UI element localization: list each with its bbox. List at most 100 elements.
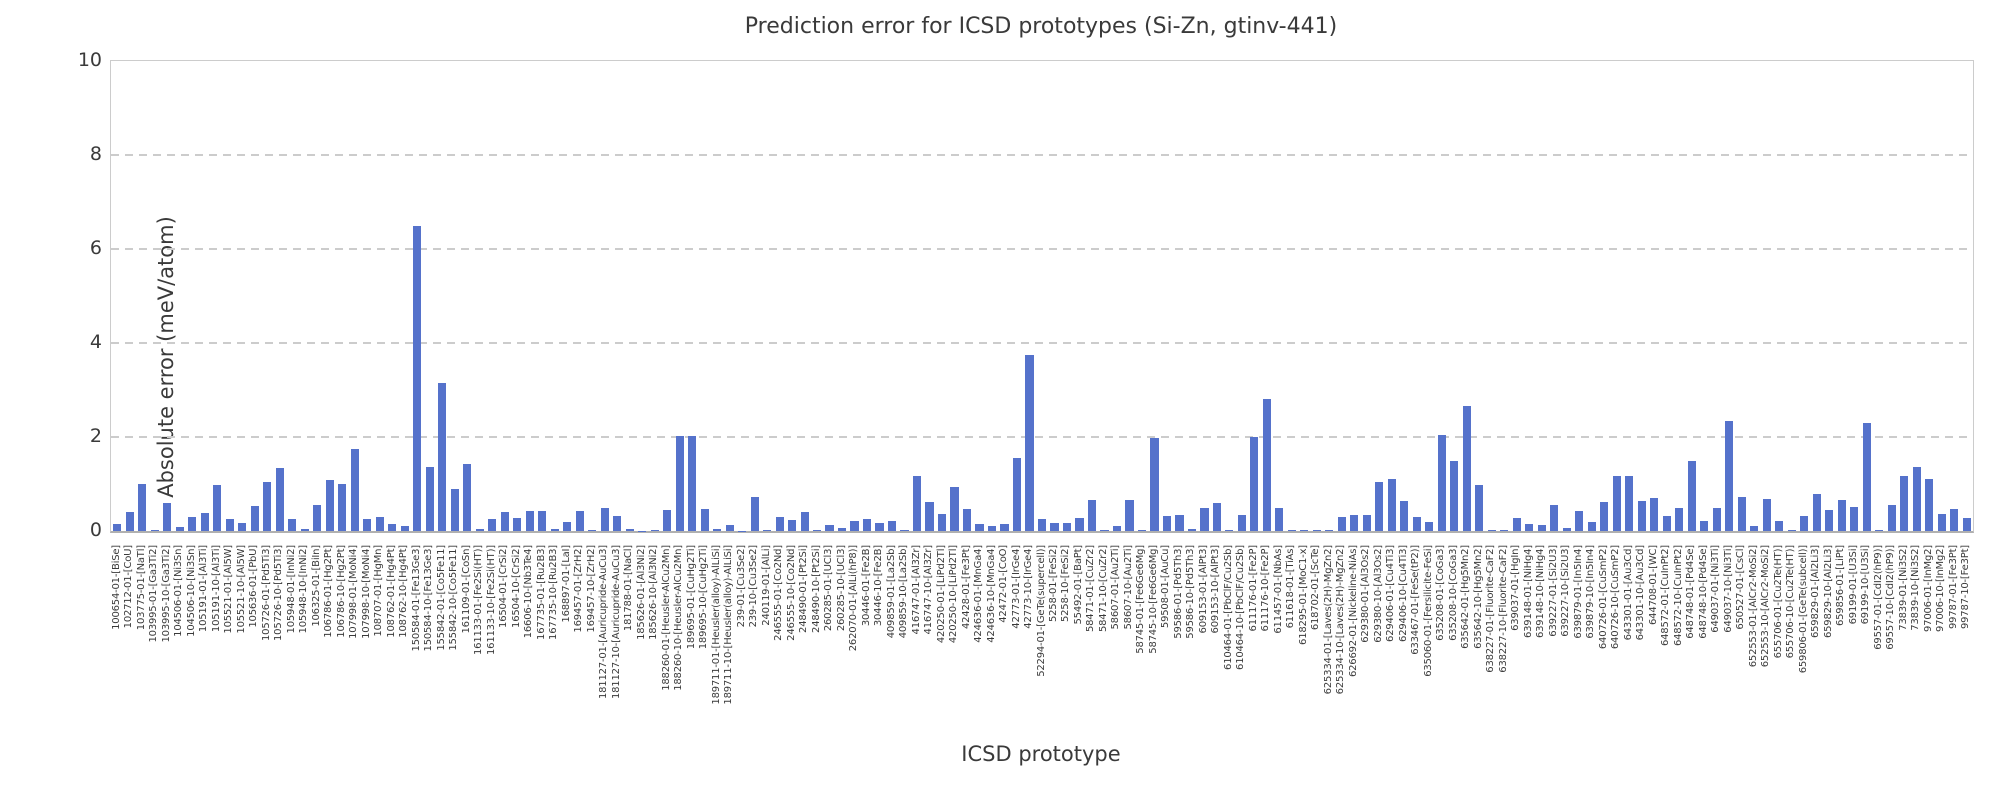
x-tick-label: 105948-10-[InNi2] bbox=[298, 538, 309, 633]
bar bbox=[1387, 479, 1396, 531]
bar bbox=[188, 516, 197, 531]
bar bbox=[1300, 529, 1309, 531]
bar bbox=[1587, 521, 1596, 531]
x-tick-label-text: 181788-01-[NaCl] bbox=[623, 545, 635, 632]
x-tick-label-text: 648748-10-[Pd4Se] bbox=[1697, 545, 1709, 639]
x-tick-label-text: 103995-01-[Ga3Ti2] bbox=[148, 545, 160, 643]
bar bbox=[113, 523, 122, 531]
x-tick-label-text: 58745-01-[Fe6Ge6Mg] bbox=[1135, 545, 1147, 654]
bar bbox=[1000, 523, 1009, 531]
gridline-y-8 bbox=[111, 154, 1973, 156]
x-tick-label: 610464-10-[PbClF/Cu2Sb] bbox=[1235, 538, 1246, 670]
x-tick-label: 16504-10-[CrSi2] bbox=[511, 538, 522, 628]
x-tick-label: 189695-01-[CuHg2Ti] bbox=[686, 538, 697, 649]
x-tick-label-text: 105948-10-[InNi2] bbox=[298, 545, 310, 634]
x-tick-label-text: 611618-01-[TiAs] bbox=[1285, 545, 1297, 629]
bar bbox=[850, 521, 859, 531]
x-tick-label: 150584-01-[Fe13Ge3] bbox=[411, 538, 422, 651]
x-tick-label-text: 105191-01-[Al3Ti] bbox=[198, 545, 210, 633]
x-tick-label: 629406-10-[Cu4Ti3] bbox=[1398, 538, 1409, 642]
x-tick-label: 108707-01-[HgMn] bbox=[373, 538, 384, 637]
x-tick-label-text: 161133-10-[Fe2Si(HT)] bbox=[485, 545, 497, 655]
bar bbox=[563, 521, 572, 531]
x-tick-label: 611618-01-[TiAs] bbox=[1285, 538, 1296, 628]
bar bbox=[1225, 530, 1234, 531]
x-tick-label: 639148-10-[NiHg4] bbox=[1535, 538, 1546, 638]
x-tick-label-text: 181127-10-[Auricupride-AuCu3] bbox=[610, 545, 622, 700]
bar bbox=[937, 514, 947, 531]
bar bbox=[625, 528, 634, 531]
x-tick-label: 260285-10-[UCl3] bbox=[836, 538, 847, 631]
x-tick-label-text: 105726-10-[Pd5Ti3] bbox=[273, 545, 285, 641]
x-tick-label-text: 648572-01-[CuInPt2] bbox=[1660, 545, 1672, 647]
x-tick-label-text: 73839-01-[Ni3S2] bbox=[1897, 545, 1909, 631]
bar bbox=[1650, 497, 1659, 531]
x-tick-label: 659829-10-[Al2Li3] bbox=[1823, 538, 1834, 638]
bar bbox=[338, 484, 347, 531]
x-tick-label: 648748-01-[Pd4Se] bbox=[1685, 538, 1696, 639]
x-tick-label: 105521-01-[Al5W] bbox=[223, 538, 234, 634]
x-tick-label: 42428-01-[Fe3Pt] bbox=[961, 538, 972, 629]
x-tick-label-text: 644708-01-[WC] bbox=[1647, 545, 1659, 625]
x-tick-label-text: 248490-10-[Pt2Si] bbox=[810, 545, 822, 633]
x-tick-label-text: 107998-01-[MoNi4] bbox=[348, 545, 360, 639]
x-tick-label: 59586-10-[Pd5Th3] bbox=[1185, 538, 1196, 639]
x-tick-label: 104506-01-[Ni3Sn] bbox=[173, 538, 184, 637]
bar bbox=[1512, 517, 1521, 531]
bar bbox=[1237, 515, 1246, 531]
bar bbox=[1875, 529, 1884, 531]
x-tick-label: 638227-10-[Fluorite-CaF2] bbox=[1498, 538, 1509, 673]
x-tick-label-text: 610464-01-[PbClF/Cu2Sb] bbox=[1222, 545, 1234, 670]
x-tick-label: 169457-01-[ZrH2] bbox=[573, 538, 584, 633]
bar bbox=[1725, 420, 1734, 531]
x-tick-label: 640726-01-[CuSmP2] bbox=[1598, 538, 1609, 649]
x-tick-label-text: 108707-01-[HgMn] bbox=[373, 545, 385, 637]
bar bbox=[1712, 507, 1721, 531]
x-tick-label: 42773-01-[IrGe4] bbox=[1011, 538, 1022, 629]
x-tick-label-text: 625334-01-[Laves(2H)-MgZn2] bbox=[1322, 545, 1334, 695]
x-tick-label: 103995-10-[Ga3Ti2] bbox=[161, 538, 172, 643]
x-tick-label-text: 424636-01-[MnGa4] bbox=[973, 545, 985, 643]
x-tick-label-text: 169457-10-[ZrH2] bbox=[585, 545, 597, 633]
bar bbox=[1700, 521, 1709, 531]
bar bbox=[300, 528, 309, 531]
x-tick-label-text: 161109-01-[CoSn] bbox=[460, 545, 472, 634]
bar bbox=[150, 530, 159, 531]
x-tick-label-text: 189695-01-[CuHg2Ti] bbox=[685, 545, 697, 650]
x-tick-label: 246555-10-[Co2Nd] bbox=[786, 538, 797, 641]
x-tick-label-text: 635208-10-[CoGa3] bbox=[1447, 545, 1459, 641]
x-tick-label-text: 659829-01-[Al2Li3] bbox=[1810, 545, 1822, 639]
bar bbox=[200, 513, 209, 531]
x-tick-label-text: 42773-10-[IrGe4] bbox=[1023, 545, 1034, 629]
y-tick-label: 6 bbox=[89, 236, 102, 259]
bar bbox=[613, 516, 622, 531]
x-tick-label-text: 635642-10-[Hg5Mn2] bbox=[1472, 545, 1484, 649]
bar bbox=[588, 530, 597, 531]
x-tick-label-text: 105726-01-[Pd5Ti3] bbox=[260, 545, 272, 641]
x-tick-label: 635642-10-[Hg5Mn2] bbox=[1473, 538, 1484, 649]
x-tick-label: 650527-01-[CsCl] bbox=[1735, 538, 1746, 630]
bar bbox=[862, 518, 872, 531]
x-tick-label-text: 69557-01-[CdI2(hP9)] bbox=[1872, 545, 1884, 650]
bar bbox=[1050, 522, 1059, 531]
bar bbox=[225, 519, 234, 531]
x-tick-label: 649037-01-[Ni3Ti] bbox=[1710, 538, 1721, 633]
x-tick-label: 246555-01-[Co2Nd] bbox=[773, 538, 784, 641]
x-tick-label-text: 59508-01-[AuCu] bbox=[1160, 545, 1172, 629]
bar bbox=[962, 508, 972, 531]
x-tick-label: 106786-01-[Hg2Pt] bbox=[323, 538, 334, 638]
x-tick-label: 69557-01-[CdI2(hP9)] bbox=[1873, 538, 1884, 650]
x-tick-label: 420250-01-[LiPd2Tl] bbox=[936, 538, 947, 643]
bar bbox=[650, 529, 659, 531]
x-tick-label-text: 655706-01-[Cu2Te(HT)] bbox=[1772, 545, 1784, 659]
bar bbox=[900, 530, 909, 531]
bar bbox=[825, 525, 834, 531]
x-tick-label: 189711-01-[Heusler(alloy)-AlLiSi] bbox=[711, 538, 722, 705]
bar bbox=[1925, 478, 1934, 531]
x-tick-label-text: 105191-10-[Al3Ti] bbox=[210, 545, 222, 633]
x-tick-label: 181127-10-[Auricupride-AuCu3] bbox=[611, 538, 622, 699]
bar bbox=[1025, 354, 1034, 531]
bar bbox=[263, 481, 272, 531]
bar bbox=[288, 519, 297, 531]
